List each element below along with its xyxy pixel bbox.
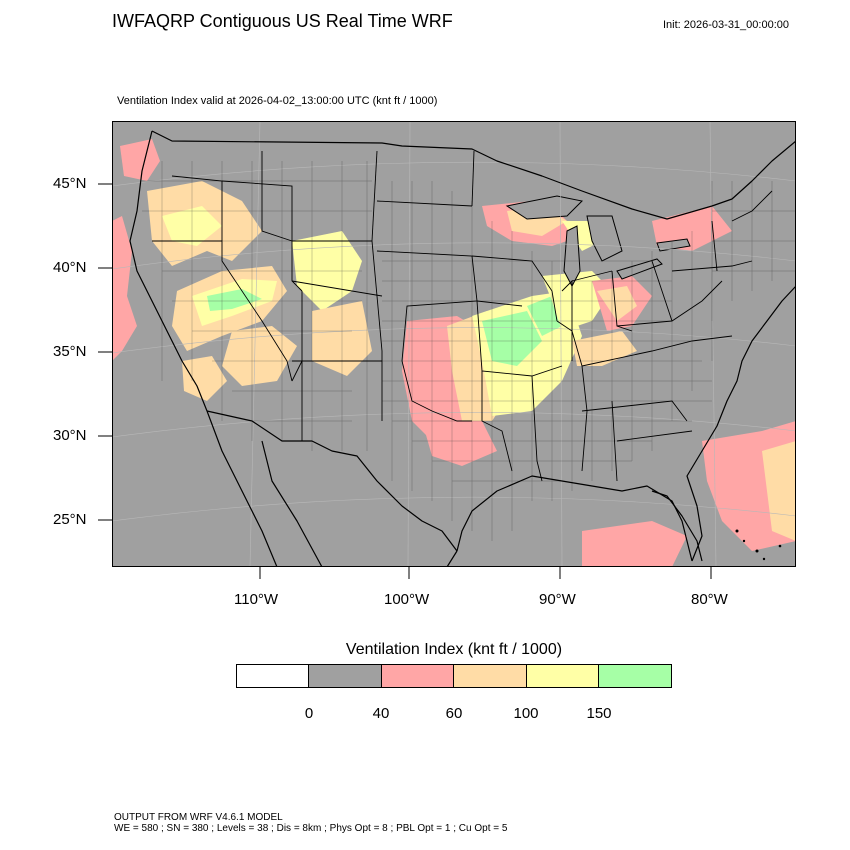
mexico-west-coast [261,440,323,567]
plot-title: IWFAQRP Contiguous US Real Time WRF [112,11,453,31]
legend-title: Ventilation Index (knt ft / 1000) [345,641,563,658]
lon-label-100: 100°W [384,591,430,608]
ventilation-region [207,289,262,311]
legend-swatch-2 [381,664,454,688]
ventilation-region [762,441,796,541]
lake-superior [505,195,584,220]
lon-label-80: 80°W [691,591,728,608]
us-mexico-border [206,410,458,552]
lake-huron [586,215,623,262]
florida [651,490,703,562]
ventilation-region [182,356,227,401]
lon-label-110: 110°W [234,591,279,608]
us-canada-border [151,130,796,220]
baja-coast [206,410,278,567]
mexico-gulf-coast [446,550,458,567]
legend-label-40: 40 [372,705,390,722]
ventilation-region [120,139,160,181]
color-legend [236,664,672,688]
us-west-coast [129,130,208,412]
legend-label-0: 0 [304,705,314,722]
model-info-line1: OUTPUT FROM WRF V4.6.1 MODEL [114,812,283,823]
ventilation-region [222,326,297,386]
legend-swatch-5 [598,664,672,688]
lake-michigan [563,225,581,288]
legend-swatch-1 [308,664,382,688]
ventilation-region [582,521,687,567]
lat-label-40: 40°N [53,259,87,276]
map-panel [112,121,796,567]
east-coast [686,285,796,562]
ventilation-region [597,286,637,321]
lake-erie [616,258,663,280]
lon-label-90: 90°W [539,591,576,608]
legend-label-100: 100 [513,705,539,722]
legend-label-60: 60 [445,705,463,722]
legend-label-150: 150 [586,705,612,722]
legend-swatch-0 [236,664,309,688]
lat-label-35: 35°N [53,343,87,360]
init-time: Init: 2026-03-31_00:00:00 [663,19,789,31]
legend-swatch-4 [526,664,599,688]
gulf-coast [456,475,693,562]
lat-label-30: 30°N [53,427,87,444]
lat-label-25: 25°N [53,511,87,528]
model-info-line2: WE = 580 ; SN = 380 ; Levels = 38 ; Dis … [114,823,508,834]
ventilation-region [527,296,562,336]
ventilation-region [422,421,497,466]
longitude-axis [259,567,712,579]
legend-swatch-3 [453,664,527,688]
ventilation-region [112,216,137,361]
valid-time-subtitle: Ventilation Index valid at 2026-04-02_13… [117,95,438,107]
latitude-axis [98,183,112,521]
lat-label-45: 45°N [53,175,87,192]
